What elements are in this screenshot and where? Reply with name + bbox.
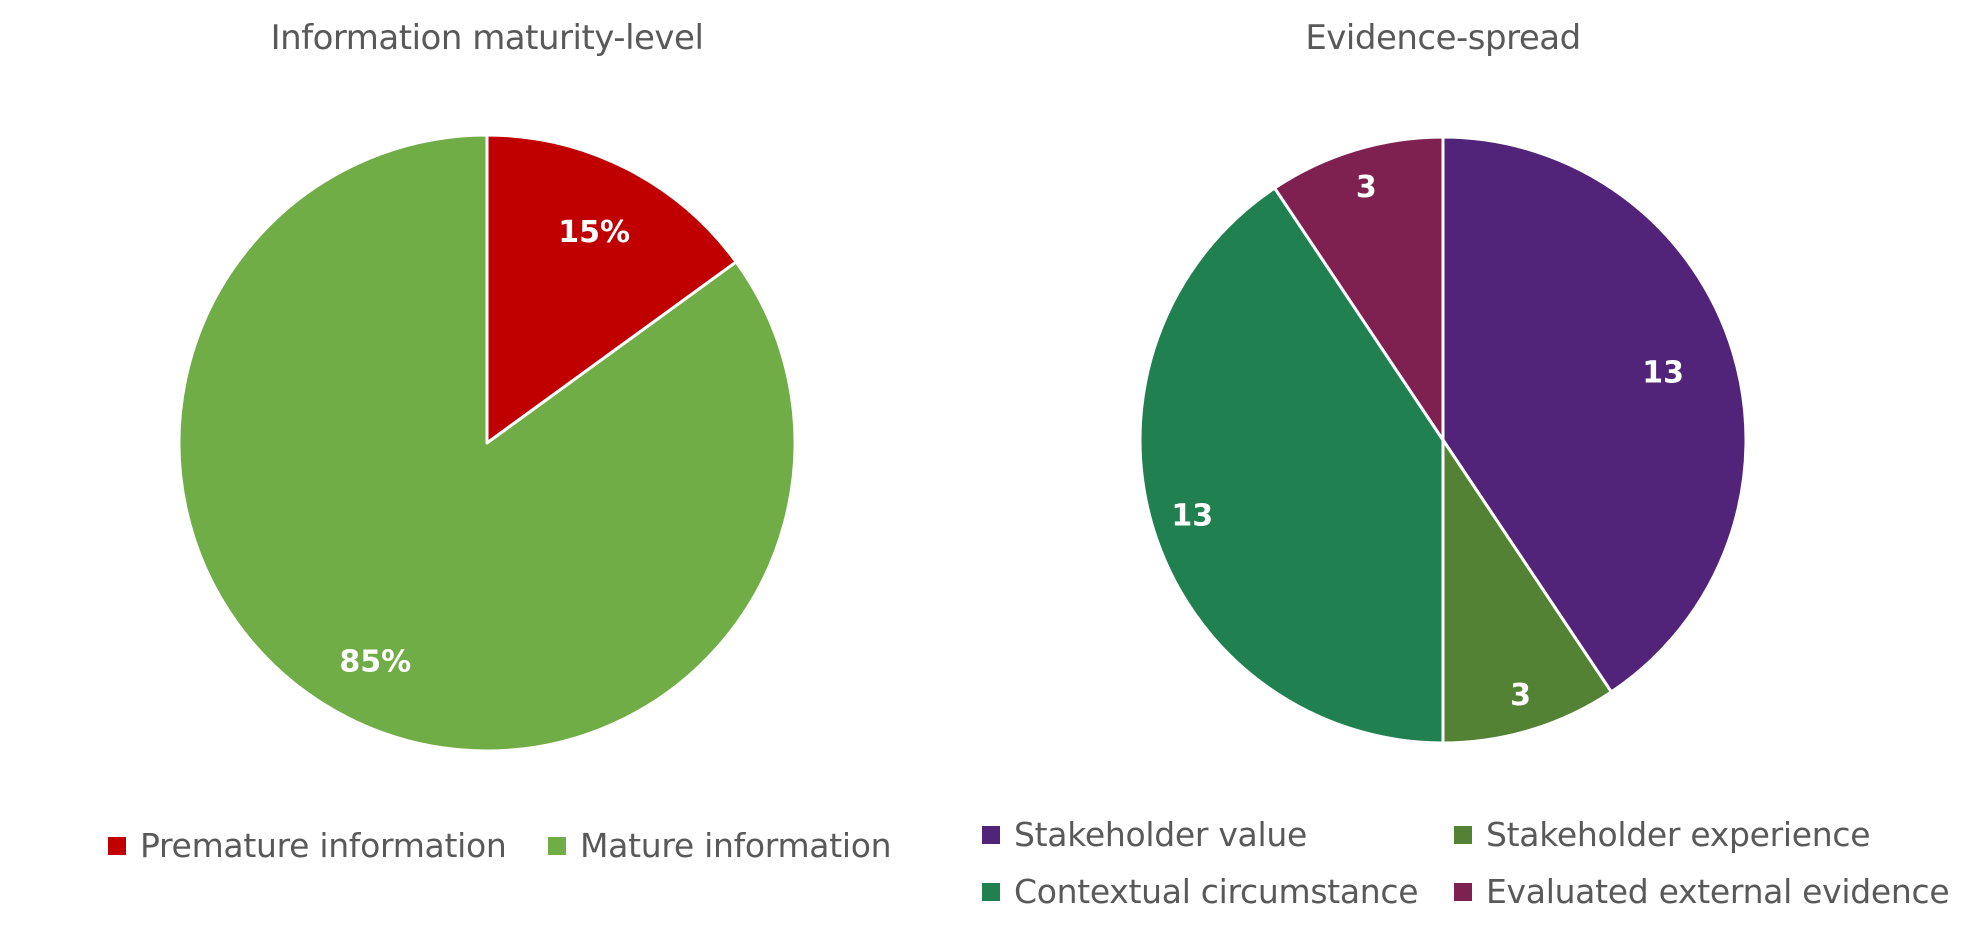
legend-swatch: [548, 836, 566, 855]
legend-item-mature: Mature information: [548, 826, 892, 865]
legend-swatch: [108, 836, 126, 855]
evidence-pie: 13 3 13 3: [1138, 135, 1748, 745]
legend-label: Contextual circumstance: [1014, 872, 1419, 911]
chart-title: Information maturity-level: [270, 18, 704, 58]
legend-item-contextual-circumstance: Contextual circumstance: [982, 872, 1419, 911]
pie-slice-mature-information: [177, 133, 797, 753]
maturity-pie: 15% 85%: [177, 133, 797, 753]
pie-slice-stakeholder-experience: [1441, 438, 1613, 745]
data-label: 3: [1356, 170, 1377, 205]
legend-item-stakeholder-experience: Stakeholder experience: [1454, 815, 1871, 854]
data-label: 3: [1510, 678, 1531, 713]
legend-label: Stakeholder experience: [1486, 815, 1871, 854]
legend-item-premature: Premature information: [108, 826, 507, 865]
legend-item-stakeholder-value: Stakeholder value: [982, 815, 1307, 854]
legend-swatch: [982, 825, 1000, 844]
legend-label: Stakeholder value: [1014, 815, 1307, 854]
legend-item-evaluated-external-evidence: Evaluated external evidence: [1454, 872, 1950, 911]
data-label: 13: [1642, 356, 1684, 391]
evidence-chart: Evidence-spread 13 3 13 3 Stakeholder value…: [960, 0, 1978, 931]
legend-label: Evaluated external evidence: [1486, 872, 1950, 911]
legend-label: Mature information: [580, 826, 892, 865]
legend-swatch: [982, 882, 1000, 901]
chart-title: Evidence-spread: [1305, 18, 1581, 58]
legend-label: Premature information: [140, 826, 507, 865]
legend-swatch: [1454, 825, 1472, 844]
pie-slice-evaluated-external-evidence: [1273, 135, 1445, 442]
data-label: 13: [1171, 499, 1213, 534]
data-label: 15%: [558, 215, 630, 250]
data-label: 85%: [339, 645, 411, 680]
pie-slice-premature-information: [485, 133, 738, 445]
maturity-chart: Information maturity-level 15% 85% Premat…: [0, 0, 980, 931]
legend-swatch: [1454, 882, 1472, 901]
